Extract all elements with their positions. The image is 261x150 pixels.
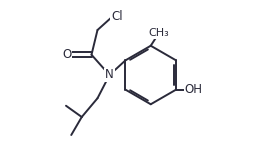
Text: OH: OH	[184, 83, 202, 96]
Text: O: O	[62, 48, 71, 61]
Text: N: N	[105, 69, 114, 81]
Text: CH₃: CH₃	[149, 28, 169, 38]
Text: Cl: Cl	[111, 10, 123, 23]
